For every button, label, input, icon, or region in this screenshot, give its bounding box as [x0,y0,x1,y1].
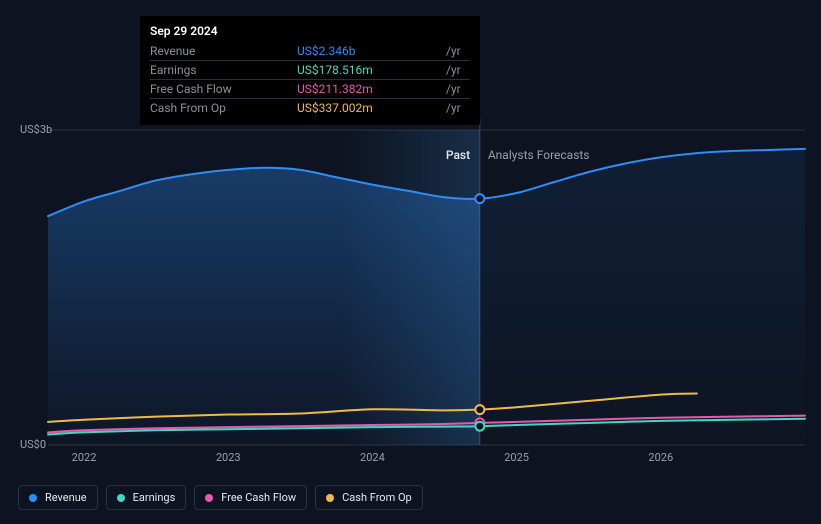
legend-swatch [326,494,334,502]
tooltip-row-label: Earnings [150,63,240,77]
x-axis-tick: 2022 [72,451,97,464]
y-axis-tick: US$3b [20,123,52,136]
x-axis-tick: 2024 [360,451,385,464]
legend-swatch [29,494,37,502]
tooltip-row: Free Cash Flow US$211.382m/yr [150,79,470,98]
legend-label: Cash From Op [342,491,412,504]
tooltip-row-unit: /yr [446,82,470,96]
tooltip-row-unit: /yr [446,101,470,115]
tooltip-row-unit: /yr [446,44,470,58]
tooltip-row-label: Free Cash Flow [150,82,240,96]
legend-label: Revenue [45,491,87,504]
tooltip-row: Revenue US$2.346b/yr [150,42,470,60]
tooltip-date: Sep 29 2024 [150,24,470,38]
legend-label: Earnings [133,491,176,504]
tooltip-row: Earnings US$178.516m/yr [150,60,470,79]
tooltip-row-label: Revenue [150,44,240,58]
financials-chart[interactable]: Past Analysts Forecasts US$0 US$3b 2022 20… [0,0,821,524]
legend-item[interactable]: Earnings [106,485,187,510]
legend-item[interactable]: Revenue [18,485,98,510]
tooltip-row-label: Cash From Op [150,101,240,115]
tooltip-row-value: US$337.002m [297,101,389,115]
legend-swatch [117,494,125,502]
tooltip-row-value: US$178.516m [297,63,389,77]
tooltip-row-value: US$211.382m [297,82,389,96]
tooltip-row-unit: /yr [446,63,470,77]
forecast-label: Analysts Forecasts [488,148,590,162]
tooltip-row-value: US$2.346b [297,44,389,58]
legend-item[interactable]: Free Cash Flow [194,485,307,510]
legend-swatch [205,494,213,502]
past-label: Past [446,148,470,162]
legend: Revenue Earnings Free Cash Flow Cash From O… [18,485,423,510]
legend-item[interactable]: Cash From Op [315,485,423,510]
y-axis-tick: US$0 [20,438,46,451]
hover-tooltip: Sep 29 2024 Revenue US$2.346b/yr Earnings U… [140,16,480,125]
tooltip-row: Cash From Op US$337.002m/yr [150,98,470,117]
x-axis-tick: 2025 [504,451,529,464]
legend-label: Free Cash Flow [221,491,296,504]
x-axis-tick: 2026 [648,451,673,464]
x-axis-tick: 2023 [216,451,241,464]
